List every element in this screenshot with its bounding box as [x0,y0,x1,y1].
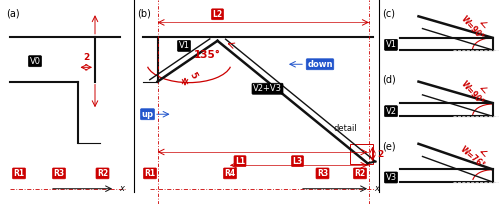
Text: 2: 2 [83,53,89,62]
Text: W=76°: W=76° [458,145,486,171]
Text: up: up [142,110,154,119]
Text: R2: R2 [97,169,108,178]
Text: (c): (c) [382,8,396,18]
Text: V3: V3 [386,173,396,182]
Text: V2+V3: V2+V3 [253,84,282,93]
Text: R3: R3 [317,169,328,178]
Text: 2: 2 [377,150,383,159]
Text: L3: L3 [292,157,302,166]
Text: (a): (a) [6,8,20,18]
Text: R1: R1 [14,169,24,178]
Text: detail: detail [333,124,357,133]
Text: V0: V0 [30,57,40,66]
Text: $x$: $x$ [374,184,382,193]
Text: down: down [307,60,333,69]
Text: V1: V1 [386,40,396,49]
Text: L2: L2 [212,10,222,19]
Text: 5: 5 [187,71,198,80]
Text: R2: R2 [354,169,366,178]
Bar [350,144,372,164]
Text: L1: L1 [235,157,245,166]
Text: R1: R1 [144,169,156,178]
Text: (b): (b) [138,8,151,18]
Text: R3: R3 [54,169,64,178]
Text: V1: V1 [178,41,190,50]
Text: V2: V2 [386,107,396,116]
Text: (e): (e) [382,142,396,152]
Text: (d): (d) [382,74,396,84]
Text: W=90°: W=90° [460,80,485,107]
Text: W=90°: W=90° [460,14,485,42]
Text: $x$: $x$ [119,184,126,193]
Text: 135°: 135° [194,50,221,60]
Text: R4: R4 [224,169,235,178]
